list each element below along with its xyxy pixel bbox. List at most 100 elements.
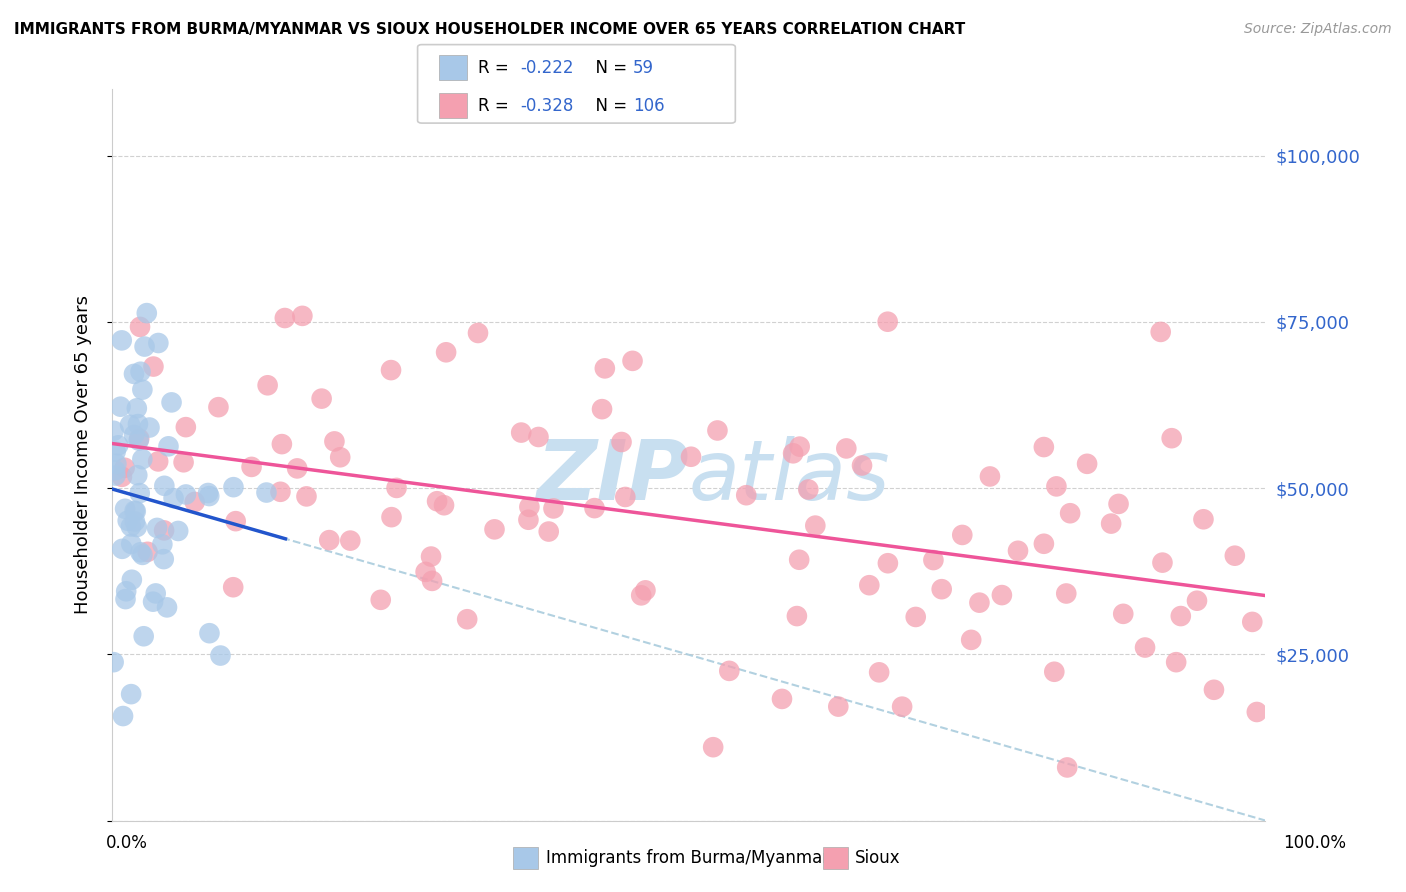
Point	[145, 586, 167, 600]
Text: 100.0%: 100.0%	[1284, 834, 1346, 852]
Point	[1241, 615, 1264, 629]
Point	[104, 444, 127, 458]
Point	[153, 479, 176, 493]
Point	[370, 592, 392, 607]
Point	[385, 481, 408, 495]
Point	[876, 315, 898, 329]
Point	[484, 522, 506, 536]
Point	[1059, 506, 1081, 520]
Point	[420, 574, 443, 588]
Point	[156, 600, 179, 615]
Point	[197, 486, 219, 500]
Point	[142, 359, 165, 374]
Point	[138, 420, 160, 434]
Point	[979, 469, 1001, 483]
Point	[153, 524, 176, 538]
Point	[537, 524, 560, 539]
Point	[173, 455, 195, 469]
Point	[1160, 431, 1182, 445]
Point	[1133, 640, 1156, 655]
Point	[527, 430, 550, 444]
Text: Source: ZipAtlas.com: Source: ZipAtlas.com	[1244, 22, 1392, 37]
Point	[111, 541, 134, 556]
Point	[121, 573, 143, 587]
Point	[1045, 479, 1067, 493]
Point	[1152, 556, 1174, 570]
Point	[240, 459, 263, 474]
Point	[1007, 543, 1029, 558]
Point	[129, 365, 152, 379]
Text: atlas: atlas	[689, 436, 890, 517]
Point	[114, 501, 136, 516]
Point	[120, 687, 142, 701]
Point	[131, 548, 153, 562]
Point	[122, 428, 145, 442]
Point	[162, 491, 184, 506]
Point	[209, 648, 232, 663]
Point	[786, 609, 808, 624]
Point	[120, 537, 142, 551]
Text: -0.328: -0.328	[520, 97, 574, 115]
Point	[120, 519, 142, 533]
Point	[134, 340, 156, 354]
Text: ZIP: ZIP	[536, 436, 689, 517]
Point	[131, 383, 153, 397]
Point	[128, 432, 150, 446]
Point	[1099, 516, 1122, 531]
Point	[1202, 682, 1225, 697]
Point	[782, 446, 804, 460]
Point	[105, 457, 128, 471]
Point	[222, 580, 245, 594]
Point	[129, 319, 152, 334]
Point	[104, 463, 127, 477]
Point	[904, 610, 927, 624]
Point	[198, 489, 221, 503]
Point	[1032, 537, 1054, 551]
Point	[1108, 497, 1130, 511]
Point	[797, 483, 820, 497]
Point	[858, 578, 880, 592]
Point	[136, 545, 159, 559]
Point	[433, 498, 456, 512]
Point	[291, 309, 314, 323]
Point	[127, 417, 149, 431]
Point	[634, 583, 657, 598]
Point	[114, 460, 136, 475]
Point	[125, 504, 148, 518]
Point	[103, 655, 125, 669]
Point	[110, 400, 132, 414]
Point	[380, 363, 402, 377]
Point	[679, 450, 702, 464]
Point	[129, 545, 152, 559]
Text: 106: 106	[633, 97, 664, 115]
Point	[789, 440, 811, 454]
Text: 0.0%: 0.0%	[105, 834, 148, 852]
Point	[128, 486, 150, 500]
Point	[950, 528, 973, 542]
Point	[931, 582, 953, 597]
Text: R =: R =	[478, 97, 515, 115]
Point	[285, 461, 308, 475]
Point	[124, 515, 146, 529]
Point	[111, 334, 134, 348]
Point	[329, 450, 352, 465]
Point	[256, 378, 278, 392]
Point	[146, 454, 169, 468]
Point	[1043, 665, 1066, 679]
Text: IMMIGRANTS FROM BURMA/MYANMAR VS SIOUX HOUSEHOLDER INCOME OVER 65 YEARS CORRELAT: IMMIGRANTS FROM BURMA/MYANMAR VS SIOUX H…	[14, 22, 966, 37]
Point	[610, 435, 633, 450]
Point	[969, 596, 991, 610]
Point	[174, 487, 197, 501]
Point	[295, 489, 318, 503]
Point	[222, 480, 245, 494]
Y-axis label: Householder Income Over 65 years: Householder Income Over 65 years	[73, 295, 91, 615]
Point	[380, 510, 402, 524]
Point	[851, 458, 873, 473]
Point	[174, 420, 197, 434]
Point	[256, 485, 278, 500]
Point	[868, 665, 890, 680]
Point	[1166, 655, 1188, 669]
Point	[415, 565, 437, 579]
Point	[183, 495, 205, 509]
Point	[702, 740, 724, 755]
